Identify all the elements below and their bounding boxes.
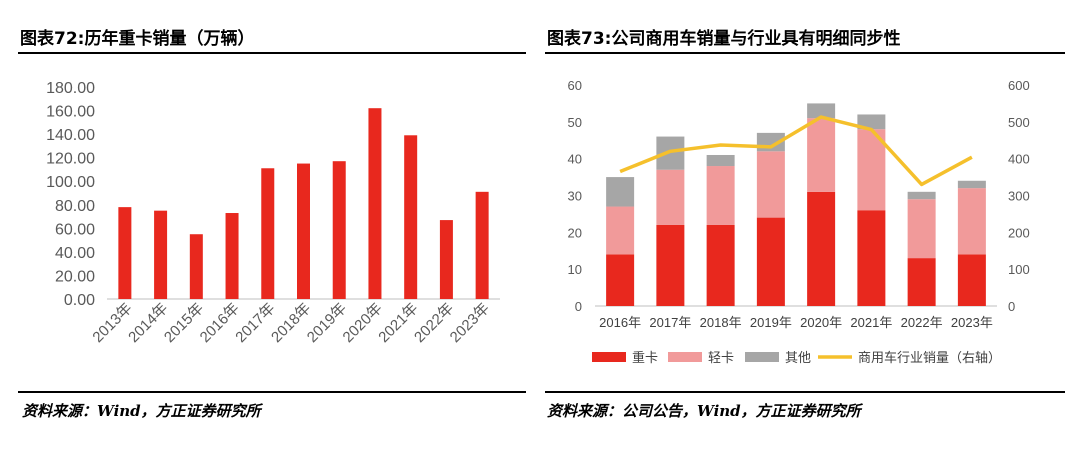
legend-bar-swatch xyxy=(668,352,702,362)
right-bar-segment xyxy=(656,169,685,225)
right-bar-segment xyxy=(907,199,936,259)
right-x-tick-label: 2022年 xyxy=(901,315,943,330)
right-right-y-tick-label: 600 xyxy=(1008,78,1030,93)
right-x-tick-label: 2019年 xyxy=(750,315,792,330)
right-bar-segment xyxy=(756,217,785,306)
right-x-tick-label: 2020年 xyxy=(800,315,842,330)
right-bar-segment xyxy=(606,254,635,306)
right-bar-segment xyxy=(857,210,886,306)
right-bar-segment xyxy=(957,180,986,189)
right-x-tick-label: 2023年 xyxy=(951,315,993,330)
left-bar xyxy=(439,220,453,299)
right-bar-segment xyxy=(756,151,785,218)
right-bar-segment xyxy=(857,114,886,130)
left-x-tick-label: 2013年 xyxy=(89,300,135,346)
right-bar-segment xyxy=(706,154,735,167)
right-x-tick-label: 2017年 xyxy=(649,315,691,330)
right-left-y-tick-label: 10 xyxy=(568,262,582,277)
right-chart-title: 图表73:公司商用车销量与行业具有明细同步性 xyxy=(547,29,901,49)
left-bar-chart: 0.00 20.00 40.00 60.00 80.00 100.00 120.00 140.… xyxy=(46,80,500,346)
left-x-tick-label: 2015年 xyxy=(161,300,207,346)
left-bar xyxy=(368,108,382,299)
right-x-tick-label: 2016年 xyxy=(599,315,641,330)
left-bar xyxy=(118,207,132,299)
right-right-y-tick-label: 300 xyxy=(1008,189,1030,204)
left-x-tick-label: 2014年 xyxy=(125,300,171,346)
left-bar xyxy=(332,161,346,299)
left-bar xyxy=(297,163,310,299)
right-bar-segment xyxy=(807,103,836,119)
legend-label: 轻卡 xyxy=(708,350,734,365)
left-x-tick-label: 2022年 xyxy=(411,300,457,346)
right-bar-segment xyxy=(606,177,635,207)
left-x-tick-label: 2017年 xyxy=(232,300,278,346)
left-y-tick-label: 60.00 xyxy=(55,221,95,238)
right-title-rule xyxy=(545,52,1065,54)
legend-label: 商用车行业销量（右轴） xyxy=(858,350,1001,365)
right-left-y-tick-label: 60 xyxy=(568,78,582,93)
left-y-tick-label: 100.00 xyxy=(46,174,95,191)
right-left-y-tick-label: 30 xyxy=(568,189,582,204)
right-right-y-tick-label: 100 xyxy=(1008,262,1030,277)
right-right-y-tick-label: 400 xyxy=(1008,152,1030,167)
left-source-note: 资料来源：Wind，方正证券研究所 xyxy=(22,402,261,420)
right-bar-segment xyxy=(957,188,986,255)
left-y-tick-label: 160.00 xyxy=(46,104,95,121)
left-bar xyxy=(404,135,418,299)
right-chart-panel: 图表73:公司商用车销量与行业具有明细同步性 0 10 20 30 40 50 60 0 100… xyxy=(545,0,1080,452)
legend-label: 其他 xyxy=(785,350,811,365)
legend-bar-swatch xyxy=(592,352,626,362)
left-chart-title: 图表72:历年重卡销量（万辆） xyxy=(20,29,255,49)
left-x-tick-label: 2019年 xyxy=(304,300,350,346)
left-x-tick-label: 2021年 xyxy=(375,300,421,346)
right-bar-segment xyxy=(957,254,986,306)
left-bar xyxy=(261,168,275,299)
right-bar-segment xyxy=(706,166,735,225)
left-bar xyxy=(154,210,168,299)
left-y-tick-label: 180.00 xyxy=(46,80,95,97)
left-y-tick-label: 0.00 xyxy=(64,292,95,309)
left-title-rule xyxy=(18,52,526,54)
right-source-rule xyxy=(545,391,1065,393)
left-source-rule xyxy=(18,391,526,393)
right-bar-segment xyxy=(857,129,886,211)
left-y-tick-label: 120.00 xyxy=(46,151,95,168)
right-bar-segment xyxy=(706,224,735,306)
left-x-tick-label: 2016年 xyxy=(197,300,243,346)
right-source-note: 资料来源：公司公告，Wind，方正证券研究所 xyxy=(547,402,861,420)
right-bar-segment xyxy=(807,118,836,192)
left-x-tick-label: 2023年 xyxy=(447,300,493,346)
left-x-tick-label: 2018年 xyxy=(268,300,314,346)
left-y-tick-label: 40.00 xyxy=(55,245,95,262)
right-left-y-tick-label: 0 xyxy=(575,299,582,314)
left-bar xyxy=(189,234,203,299)
right-x-tick-label: 2018年 xyxy=(700,315,742,330)
left-y-tick-label: 20.00 xyxy=(55,268,95,285)
left-y-tick-label: 140.00 xyxy=(46,127,95,144)
right-bar-segment xyxy=(606,206,635,255)
legend-bar-swatch xyxy=(745,352,779,362)
right-bar-segment xyxy=(907,258,936,306)
right-bar-segment xyxy=(807,191,836,306)
left-x-tick-label: 2020年 xyxy=(340,300,386,346)
right-right-y-tick-label: 0 xyxy=(1008,299,1015,314)
left-y-tick-label: 80.00 xyxy=(55,198,95,215)
right-bar-segment xyxy=(907,191,936,200)
right-left-y-tick-label: 40 xyxy=(568,152,582,167)
right-left-y-tick-label: 20 xyxy=(568,225,582,240)
right-bar-segment xyxy=(656,224,685,306)
right-right-y-tick-label: 200 xyxy=(1008,225,1030,240)
right-right-y-tick-label: 500 xyxy=(1008,115,1030,130)
left-bar xyxy=(225,213,239,299)
right-x-tick-label: 2021年 xyxy=(850,315,892,330)
right-left-y-tick-label: 50 xyxy=(568,115,582,130)
left-bar xyxy=(475,191,489,299)
legend-label: 重卡 xyxy=(632,350,658,365)
left-chart-panel: 图表72:历年重卡销量（万辆） 0.00 20.00 40.00 60.00 80.00… xyxy=(0,0,530,452)
right-industry-sales-line xyxy=(619,115,973,187)
